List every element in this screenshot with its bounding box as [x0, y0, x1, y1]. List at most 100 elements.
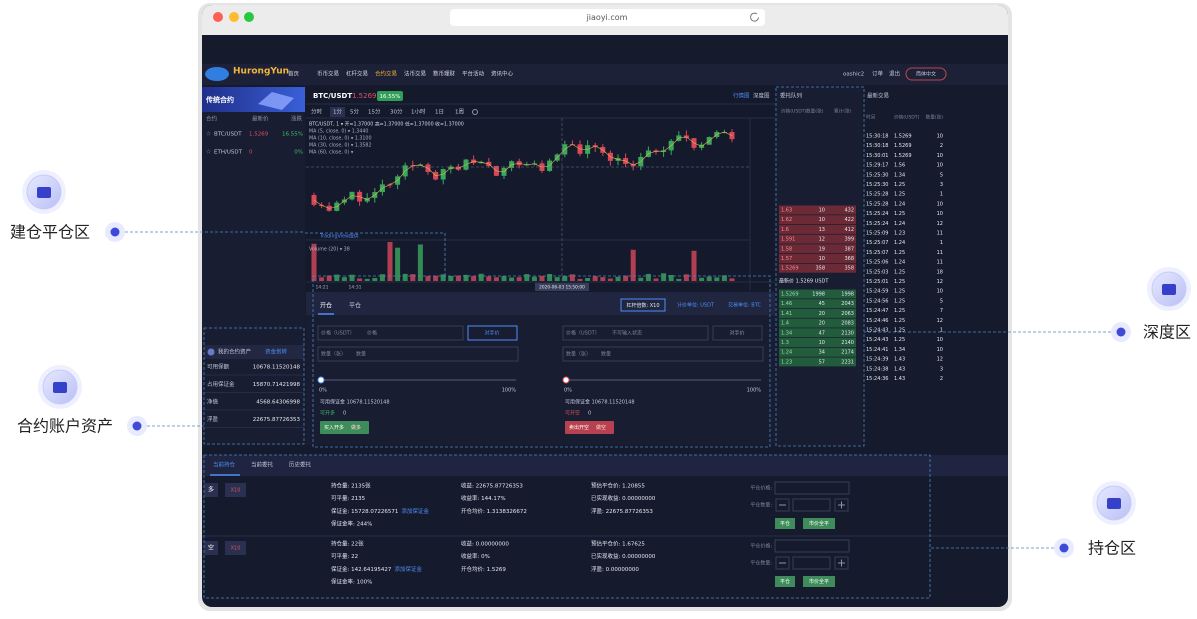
region-outline	[312, 275, 771, 448]
trade-price: 1.24	[894, 240, 905, 246]
submit-button[interactable]	[320, 421, 369, 434]
nav-item[interactable]: 杠杆交易	[346, 70, 368, 78]
window-button[interactable]	[213, 12, 223, 22]
window-button[interactable]	[244, 12, 254, 22]
position-field: 可平量: 22	[331, 553, 358, 560]
volume-bar	[433, 275, 439, 281]
volume-bar	[585, 277, 591, 281]
trade-qty: 5	[940, 172, 943, 178]
transfer-link[interactable]: 资金划转	[265, 348, 288, 356]
add-margin-link[interactable]: 添加保证金	[401, 507, 429, 515]
interval[interactable]: 1日	[435, 109, 444, 116]
close-qty-input[interactable]	[792, 498, 831, 512]
trade-qty: 10	[937, 337, 943, 343]
book-total: 2063	[841, 311, 854, 317]
trade-qty: 3	[940, 366, 943, 372]
interval[interactable]: 1分	[333, 108, 342, 116]
price-input[interactable]	[317, 325, 464, 341]
interval[interactable]: 30分	[390, 108, 403, 116]
close-button[interactable]	[775, 518, 795, 529]
trade-time: 15:25:30	[866, 182, 888, 188]
settings-icon[interactable]	[472, 109, 478, 115]
input-label: 价格（USDT）	[566, 330, 600, 337]
qty-input[interactable]	[317, 346, 519, 362]
book-price: 1.34	[781, 330, 792, 336]
star-icon[interactable]: ☆	[206, 149, 211, 156]
market-symbol[interactable]: ETH/USDT	[214, 150, 243, 156]
user-name[interactable]: oashic2	[843, 72, 864, 78]
slider-min: 0%	[319, 388, 327, 394]
order-tab[interactable]: 平仓	[349, 302, 361, 310]
trade-price: 1.25	[894, 279, 905, 285]
bids-row	[779, 328, 856, 338]
nav-item[interactable]: 数币理财	[433, 70, 456, 78]
trade-qty: 10	[937, 201, 943, 207]
close-all-button[interactable]	[803, 518, 835, 529]
plus-button[interactable]	[834, 498, 849, 512]
close-qty-input[interactable]	[792, 556, 831, 570]
position-field: 保证金率: 100%	[331, 578, 372, 586]
interval[interactable]: 1周	[455, 109, 464, 116]
interval[interactable]: 15分	[368, 108, 381, 116]
nav-item[interactable]: 平台活动	[462, 70, 485, 78]
close-all-button[interactable]	[803, 576, 835, 587]
minus-button[interactable]	[775, 498, 790, 512]
cursor-time-box	[535, 283, 589, 291]
trade-qty: 10	[937, 347, 943, 353]
nav-item[interactable]: 资讯中心	[491, 70, 514, 78]
market-symbol[interactable]: BTC/USDT	[214, 132, 242, 138]
nav-item[interactable]: 币币交易	[317, 70, 339, 78]
close-price-label: 平仓价格:	[750, 485, 772, 492]
interval[interactable]: 分时	[311, 108, 323, 116]
counter-button[interactable]	[467, 325, 518, 341]
counter-button[interactable]	[712, 325, 763, 341]
assets-icon	[207, 348, 215, 356]
close-button[interactable]	[775, 576, 795, 587]
placeholder: 价格	[367, 330, 377, 337]
banner-title: 传统合约	[205, 95, 234, 104]
book-qty: 20	[819, 311, 825, 317]
minus-button[interactable]	[775, 556, 790, 570]
interval[interactable]: 5分	[350, 108, 359, 116]
qty-input[interactable]	[562, 346, 764, 362]
plus-button[interactable]	[834, 556, 849, 570]
order-tab[interactable]: 开仓	[320, 302, 332, 310]
reload-icon[interactable]	[750, 12, 759, 22]
language-select[interactable]	[905, 67, 947, 81]
volume-bar	[425, 276, 431, 281]
positions-tab[interactable]: 历史委托	[289, 461, 312, 469]
add-margin-link[interactable]: 添加保证金	[394, 565, 422, 573]
slider-handle[interactable]	[317, 376, 325, 384]
close-price-input[interactable]	[774, 539, 850, 553]
nav-item[interactable]: 合约交易	[375, 70, 397, 78]
trade-time: 15:30:18	[866, 134, 888, 140]
interval[interactable]: 1小时	[411, 108, 426, 116]
nav-link[interactable]: 订单	[872, 70, 884, 78]
trades-header: 数量(张)	[926, 114, 944, 121]
leverage-box[interactable]	[620, 298, 666, 312]
asks-row	[779, 215, 856, 225]
book-total: 2174	[841, 350, 854, 356]
volume-bar	[311, 243, 317, 281]
positions-tab[interactable]: 当前委托	[251, 461, 274, 469]
nav-item[interactable]: 法币交易	[404, 70, 426, 78]
volume-bar	[387, 241, 393, 281]
bids-row	[779, 308, 856, 318]
volume-bar	[509, 277, 515, 281]
trade-time: 15:24:46	[866, 318, 888, 324]
slider-handle[interactable]	[562, 376, 570, 384]
last-price: 1.5269	[352, 92, 377, 100]
view-tab[interactable]: 行情图	[733, 92, 750, 100]
positions-tab[interactable]: 当前持仓	[213, 461, 236, 469]
star-icon[interactable]: ☆	[206, 131, 211, 138]
address-bar[interactable]	[450, 9, 765, 26]
book-price: 1.4	[781, 321, 789, 327]
nav-item[interactable]: 首页	[288, 70, 300, 78]
submit-button[interactable]	[565, 421, 614, 434]
bids-row	[779, 347, 856, 357]
view-tab[interactable]: 深度图	[753, 92, 770, 100]
window-button[interactable]	[229, 12, 239, 22]
nav-link[interactable]: 退出	[889, 70, 900, 78]
volume-bar	[486, 276, 492, 281]
close-price-input[interactable]	[774, 481, 850, 495]
